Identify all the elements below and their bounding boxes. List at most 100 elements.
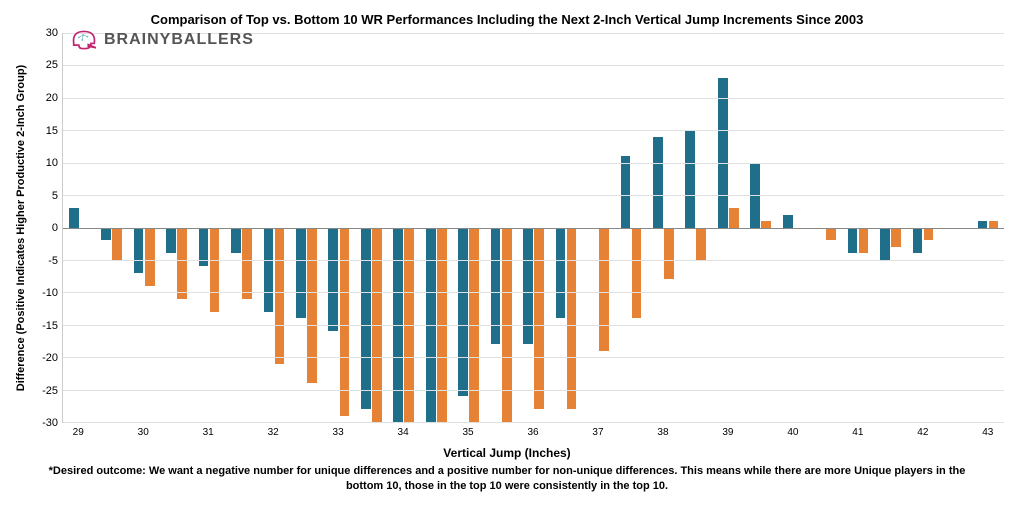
y-label-box: Difference (Positive Indicates Higher Pr… [10,33,32,423]
bar-series-a [134,228,144,273]
bar-series-a [361,228,371,410]
gridline [63,65,1004,66]
gridline [63,228,1004,229]
gridline [63,325,1004,326]
bar-series-a [491,228,501,345]
bar-series-b [534,228,544,410]
x-tick-label: 30 [127,423,159,438]
gridline [63,357,1004,358]
x-tick-label: 41 [842,423,874,438]
chart-title: Comparison of Top vs. Bottom 10 WR Perfo… [10,12,1004,27]
plot-area [62,33,1004,423]
x-tick-label [874,423,906,438]
y-tick-label: 30 [46,27,58,39]
bar-series-b [340,228,350,416]
x-tick-label [159,423,191,438]
x-tick-label: 38 [647,423,679,438]
bar-series-b [696,228,706,260]
x-axis-ticks: 293031323334353637383940414243 [62,423,1004,438]
x-tick-label [614,423,646,438]
x-tick-label [94,423,126,438]
bar-series-b [567,228,577,410]
y-tick-label: -10 [42,287,58,299]
x-tick-label: 29 [62,423,94,438]
footnote-text: *Desired outcome: We want a negative num… [40,464,974,494]
x-tick-label: 39 [712,423,744,438]
x-tick-label: 36 [517,423,549,438]
x-tick-label [289,423,321,438]
helmet-icon [70,28,98,52]
x-tick-label [484,423,516,438]
bar-series-b [599,228,609,351]
y-tick-label: 10 [46,157,58,169]
bar-series-a [621,156,631,227]
bar-series-a [458,228,468,397]
bar-series-b [859,228,869,254]
x-tick-label: 37 [582,423,614,438]
y-tick-label: 25 [46,59,58,71]
bar-series-a [523,228,533,345]
x-tick-label [679,423,711,438]
x-axis-label: Vertical Jump (Inches) [10,446,1004,460]
y-axis-label: Difference (Positive Indicates Higher Pr… [15,65,27,391]
brand-logo: BRAINYBALLERS [70,28,254,52]
bar-series-b [275,228,285,364]
bar-series-a [556,228,566,319]
gridline [63,260,1004,261]
x-tick-label: 43 [972,423,1004,438]
x-tick-label [224,423,256,438]
gridline [63,422,1004,423]
y-tick-label: 20 [46,92,58,104]
x-tick-label: 40 [777,423,809,438]
bar-series-a [69,208,79,227]
y-tick-label: -30 [42,417,58,429]
x-tick-label: 35 [452,423,484,438]
bar-series-a [264,228,274,312]
x-tick-label: 42 [907,423,939,438]
bar-series-b [242,228,252,299]
gridline [63,390,1004,391]
bar-series-a [231,228,241,254]
bar-series-a [685,130,695,227]
gridline [63,195,1004,196]
bar-series-a [913,228,923,254]
gridline [63,292,1004,293]
x-tick-label: 33 [322,423,354,438]
bar-series-b [632,228,642,319]
bar-series-b [112,228,122,260]
bar-series-b [664,228,674,280]
bar-series-a [848,228,858,254]
bar-series-b [729,208,739,227]
x-tick-label: 32 [257,423,289,438]
brand-logo-text: BRAINYBALLERS [104,31,254,49]
y-tick-label: 0 [52,222,58,234]
bar-series-b [891,228,901,247]
x-tick-label [939,423,971,438]
x-tick-label [549,423,581,438]
bar-series-a [718,78,728,227]
bar-series-a [880,228,890,260]
bar-series-a [166,228,176,254]
gridline [63,98,1004,99]
bar-series-a [653,137,663,228]
chart-container: Comparison of Top vs. Bottom 10 WR Perfo… [0,0,1024,517]
bar-series-a [328,228,338,332]
x-tick-label [809,423,841,438]
bar-series-b [924,228,934,241]
y-tick-label: -5 [48,255,58,267]
gridline [63,163,1004,164]
y-tick-label: -20 [42,352,58,364]
bar-series-b [210,228,220,312]
y-tick-label: -25 [42,385,58,397]
y-tick-label: -15 [42,320,58,332]
x-tick-label [419,423,451,438]
bar-series-a [296,228,306,319]
y-tick-label: 15 [46,125,58,137]
bar-series-b [177,228,187,299]
x-tick-label: 31 [192,423,224,438]
bar-series-b [307,228,317,384]
y-tick-column: -30-25-20-15-10-5051015202530 [32,33,62,423]
gridline [63,130,1004,131]
x-tick-label [354,423,386,438]
bar-series-a [783,215,793,228]
